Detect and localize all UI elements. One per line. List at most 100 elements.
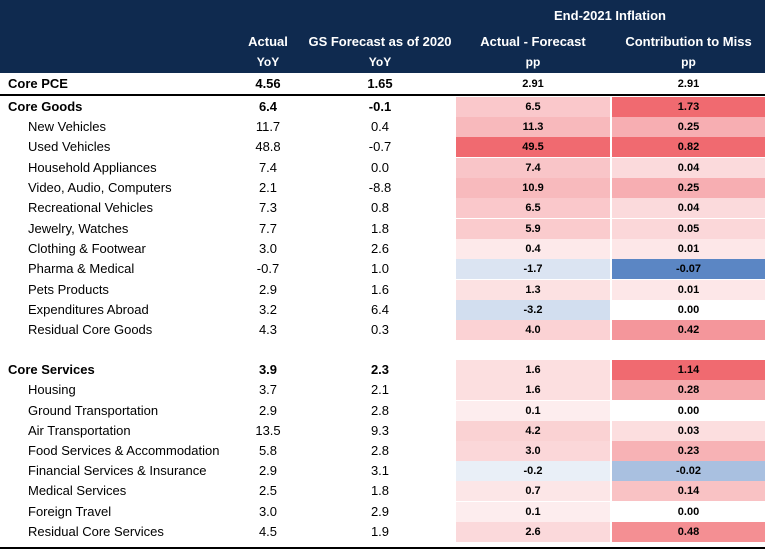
contrib-heat-cell <box>612 502 765 522</box>
table-row: Housing 3.7 2.1 1.6 0.28 <box>0 380 765 400</box>
table-row: Pets Products 2.9 1.6 1.3 0.01 <box>0 280 765 300</box>
contrib-heat-cell <box>612 137 765 157</box>
col-diff-header: Actual - Forecast <box>480 34 586 49</box>
diff-heat-cell <box>456 481 610 501</box>
col-forecast-header: GS Forecast as of 2020 <box>308 34 452 49</box>
table-row: Pharma & Medical -0.7 1.0 -1.7 -0.07 <box>0 259 765 279</box>
contrib-heat-cell <box>612 280 765 300</box>
diff-heat-cell <box>456 219 610 239</box>
contrib-value: 0.00 <box>677 405 700 417</box>
actual-value: 2.5 <box>258 483 278 498</box>
forecast-value: -0.7 <box>368 139 392 154</box>
table-row: Household Appliances 7.4 0.0 7.4 0.04 <box>0 158 765 178</box>
actual-value: 3.2 <box>258 302 278 317</box>
contrib-value: 0.48 <box>677 526 700 538</box>
contrib-heat-cell <box>612 522 765 542</box>
table-row: Food Services & Accommodation 5.8 2.8 3.0 0.… <box>0 441 765 461</box>
contrib-heat-cell <box>612 178 765 198</box>
actual-value: 7.4 <box>258 160 278 175</box>
diff-value: 6.5 <box>525 101 541 113</box>
forecast-value: 0.0 <box>370 160 390 175</box>
table-rule <box>0 547 765 549</box>
row-label: Recreational Vehicles <box>28 200 154 215</box>
table-header: End-2021 Inflation Actual GS Forecast as… <box>0 0 765 73</box>
diff-heat-cell <box>456 380 610 400</box>
table-row: Recreational Vehicles 7.3 0.8 6.5 0.04 <box>0 198 765 218</box>
diff-value: 7.4 <box>525 162 541 174</box>
table-row: Core Goods 6.4 -0.1 6.5 1.73 <box>0 97 765 117</box>
actual-value: 48.8 <box>255 139 281 154</box>
table-row: Financial Services & Insurance 2.9 3.1 -0.2… <box>0 461 765 481</box>
actual-value: 7.7 <box>258 221 278 236</box>
diff-value: 1.3 <box>525 284 541 296</box>
table-row: Clothing & Footwear 3.0 2.6 0.4 0.01 <box>0 239 765 259</box>
forecast-value: 9.3 <box>370 423 390 438</box>
forecast-value: 2.8 <box>370 443 390 458</box>
diff-heat-cell <box>456 239 610 259</box>
diff-heat-cell <box>456 137 610 157</box>
actual-value: 3.7 <box>258 382 278 397</box>
forecast-value: 1.8 <box>370 483 390 498</box>
row-label: New Vehicles <box>28 119 107 134</box>
contrib-value: 0.42 <box>677 324 700 336</box>
contrib-heat-cell <box>612 158 765 178</box>
forecast-value: 2.9 <box>370 504 390 519</box>
contrib-value: 1.14 <box>677 364 700 376</box>
diff-heat-cell <box>456 401 610 421</box>
row-label: Clothing & Footwear <box>28 241 146 256</box>
forecast-value: 0.3 <box>370 322 390 337</box>
actual-value: 4.56 <box>255 76 281 91</box>
row-label: Food Services & Accommodation <box>28 443 220 458</box>
diff-value: 4.0 <box>525 324 541 336</box>
row-label: Residual Core Services <box>28 524 164 539</box>
contrib-heat-cell <box>612 117 765 137</box>
contrib-heat-cell <box>612 360 765 380</box>
forecast-value: 1.8 <box>370 221 390 236</box>
contrib-value: 0.05 <box>677 223 700 235</box>
forecast-value: 1.9 <box>370 524 390 539</box>
row-label: Medical Services <box>28 483 127 498</box>
forecast-value: 2.1 <box>370 382 390 397</box>
forecast-value: -0.1 <box>368 99 392 114</box>
row-label: Video, Audio, Computers <box>28 180 172 195</box>
diff-heat-cell <box>456 360 610 380</box>
table-row: Medical Services 2.5 1.8 0.7 0.14 <box>0 481 765 501</box>
actual-value: 13.5 <box>255 423 281 438</box>
actual-value: 2.9 <box>258 282 278 297</box>
row-label: Household Appliances <box>28 160 157 175</box>
contrib-value: 0.25 <box>677 182 700 194</box>
col-actual-unit: YoY <box>256 55 280 69</box>
forecast-value: 1.6 <box>370 282 390 297</box>
actual-value: 2.9 <box>258 463 278 478</box>
table-rule <box>0 94 765 96</box>
contrib-value: -0.02 <box>675 465 702 477</box>
actual-value: 2.9 <box>258 403 278 418</box>
table-row: Expenditures Abroad 3.2 6.4 -3.2 0.00 <box>0 300 765 320</box>
table-row: Foreign Travel 3.0 2.9 0.1 0.00 <box>0 502 765 522</box>
diff-value: 1.6 <box>525 384 541 396</box>
col-actual-header: Actual <box>248 34 288 49</box>
forecast-value: 0.4 <box>370 119 390 134</box>
diff-value: -1.7 <box>523 263 543 275</box>
diff-heat-cell <box>456 461 610 481</box>
diff-value: 0.7 <box>525 485 541 497</box>
contrib-heat-cell <box>612 198 765 218</box>
row-label: Air Transportation <box>28 423 131 438</box>
diff-value: -0.2 <box>523 465 543 477</box>
contrib-heat-cell <box>612 421 765 441</box>
diff-value: 10.9 <box>522 182 544 194</box>
row-label: Core Goods <box>8 99 83 114</box>
diff-value: 11.3 <box>522 121 544 133</box>
contrib-value: 0.03 <box>677 425 700 437</box>
forecast-value: 6.4 <box>370 302 390 317</box>
diff-heat-cell <box>456 502 610 522</box>
diff-heat-cell <box>456 158 610 178</box>
actual-value: 3.0 <box>258 241 278 256</box>
contrib-value: 1.73 <box>677 101 700 113</box>
table-row: Video, Audio, Computers 2.1 -8.8 10.9 0.25 <box>0 178 765 198</box>
diff-value: 6.5 <box>525 202 541 214</box>
actual-value: 4.5 <box>258 524 278 539</box>
actual-value: 2.1 <box>258 180 278 195</box>
diff-heat-cell <box>456 320 610 340</box>
